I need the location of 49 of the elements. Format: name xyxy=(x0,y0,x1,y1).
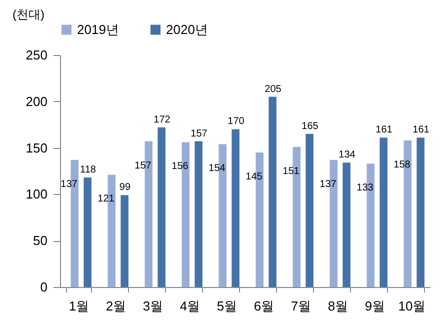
x-tick-label: 9월 xyxy=(364,298,386,314)
y-tick-label: 0 xyxy=(40,280,48,294)
bar xyxy=(120,195,128,287)
bar xyxy=(268,96,276,287)
data-label: 161 xyxy=(376,124,393,136)
data-label: 165 xyxy=(302,120,319,132)
data-label: 134 xyxy=(338,150,356,161)
legend-label: 2020년 xyxy=(166,22,208,37)
data-label: 205 xyxy=(264,84,282,95)
y-tick-label: 200 xyxy=(26,94,48,109)
bar xyxy=(416,138,424,287)
data-label: 157 xyxy=(134,160,152,172)
x-tick-label: 4월 xyxy=(180,298,200,314)
data-label: 170 xyxy=(228,116,245,128)
data-label: 121 xyxy=(98,194,115,205)
data-label: 145 xyxy=(246,171,263,182)
data-label: 158 xyxy=(394,159,411,170)
data-label: 172 xyxy=(154,114,171,126)
bar xyxy=(380,138,388,287)
x-tick-label: 8월 xyxy=(328,298,348,314)
x-tick-label: 1월 xyxy=(68,298,90,314)
y-tick-label: 250 xyxy=(26,48,48,62)
y-axis-title: (천대) xyxy=(12,8,44,22)
data-label: 151 xyxy=(282,166,300,177)
x-tick-label: 6월 xyxy=(254,298,274,314)
bar xyxy=(84,177,92,287)
data-label: 161 xyxy=(412,124,430,136)
bar xyxy=(232,129,240,287)
legend-label: 2019년 xyxy=(77,22,119,37)
data-label: 99 xyxy=(119,182,131,194)
bar xyxy=(342,162,350,287)
bar xyxy=(194,141,202,287)
data-label: 137 xyxy=(60,178,78,190)
x-tick-label: 10월 xyxy=(398,298,426,314)
y-tick-label: 100 xyxy=(26,186,48,202)
data-label: 133 xyxy=(356,182,374,194)
data-label: 157 xyxy=(190,128,208,140)
x-tick-label: 5월 xyxy=(216,298,238,314)
x-tick-label: 7월 xyxy=(290,298,312,314)
y-tick-label: 150 xyxy=(26,140,48,156)
data-label: 118 xyxy=(80,164,96,176)
x-tick-label: 3월 xyxy=(142,298,164,314)
bar xyxy=(306,134,314,287)
bar xyxy=(158,127,166,287)
data-label: 156 xyxy=(172,161,189,172)
y-tick-label: 50 xyxy=(33,233,48,248)
data-label: 137 xyxy=(320,178,337,190)
data-label: 154 xyxy=(208,163,226,174)
x-tick-label: 2월 xyxy=(106,298,126,314)
